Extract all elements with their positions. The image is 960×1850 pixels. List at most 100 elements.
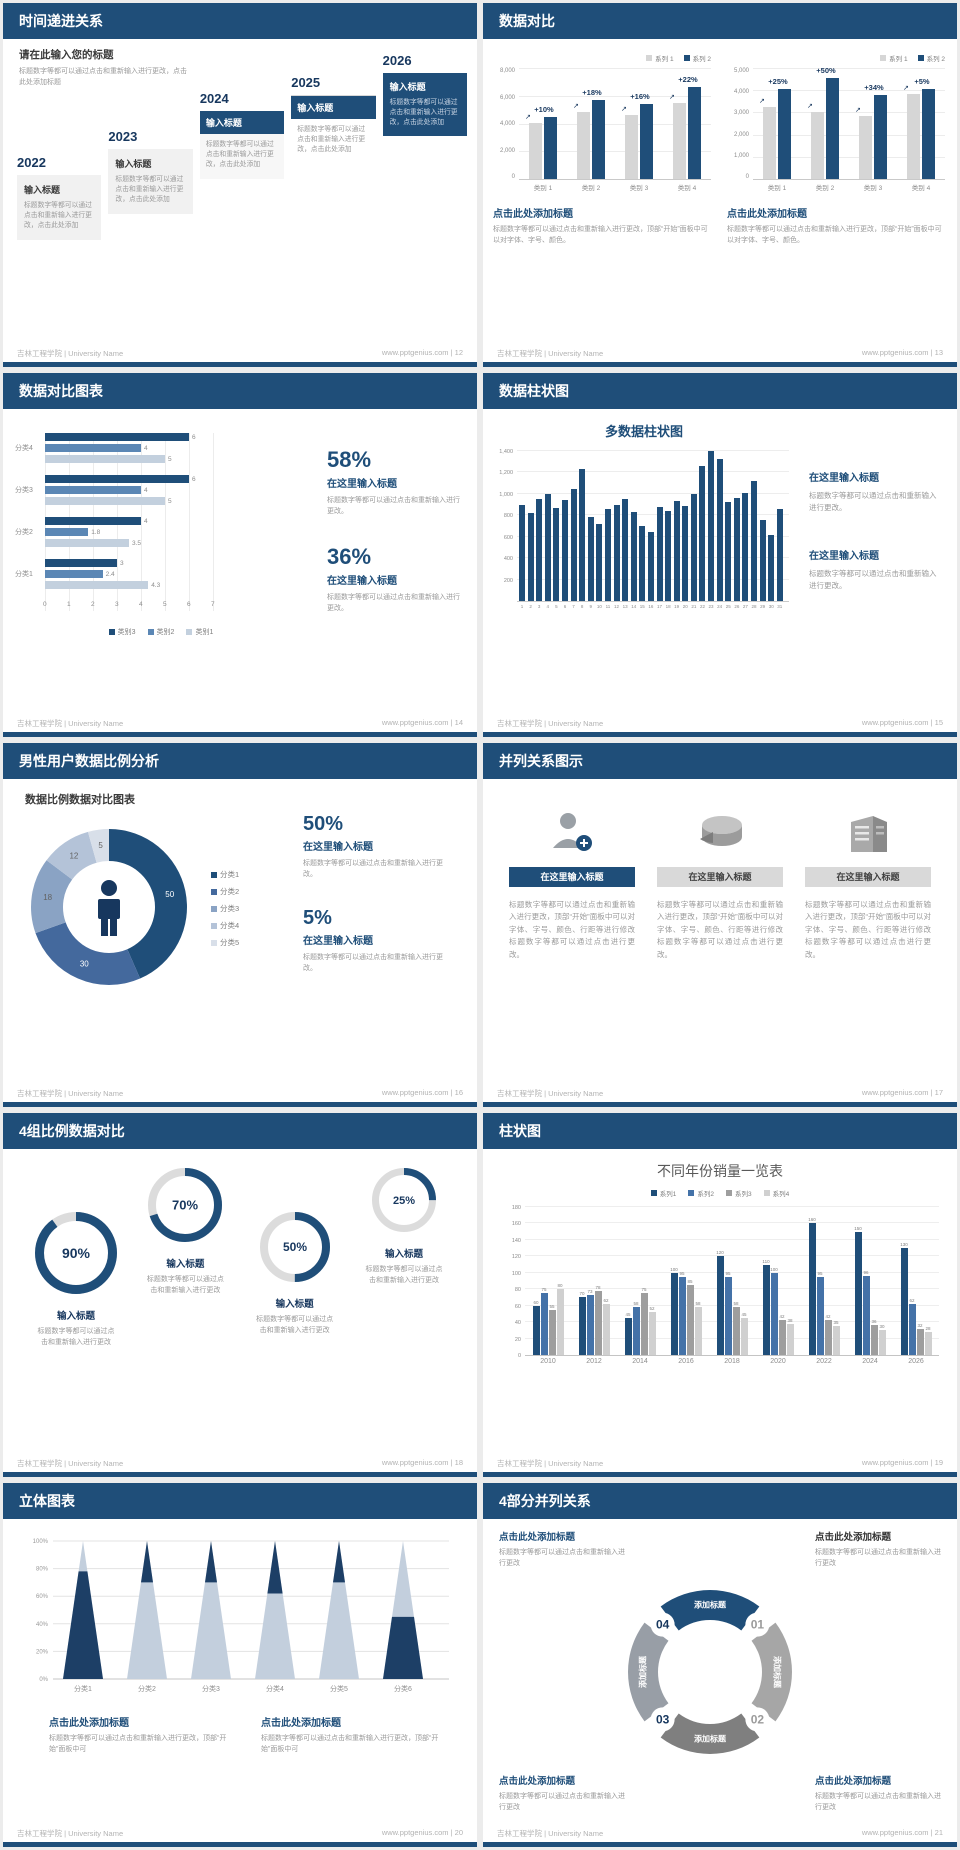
chart-legend: 系列 1 系列 2	[493, 53, 711, 63]
value-label: 42	[779, 1314, 785, 1320]
percent-label: +5%	[914, 77, 930, 87]
footer-separator: |	[448, 1458, 455, 1467]
ring-title: 输入标题	[56, 1311, 95, 1322]
hbar-chart: 分类4 6 4 5 分类3 6 4 5 分类2 4 1.8 3.5 分类1 3 2.4 4.3 0 1 2 3 4 5 6 7…	[15, 433, 307, 640]
parallel-columns: 在这里输入标题 标题数字等都可以通过点击和重新输入进行更改，顶部“开始”面板中可以…	[483, 779, 957, 961]
bar	[824, 1320, 832, 1355]
bar	[45, 539, 129, 547]
x-tick: 2024	[862, 1358, 878, 1365]
bar	[594, 1290, 602, 1355]
hbar-group: 分类2 4 1.8 3.5	[15, 517, 307, 547]
bar-line: 5	[45, 497, 307, 505]
block-body: 标题数字等都可以通过点击和重新输入进行更改。	[809, 569, 937, 590]
bar-line: 6	[45, 475, 307, 483]
legend-swatch	[726, 1190, 732, 1196]
plot-area: ↗ +10% ↗ +18% ↗ +16% ↗ +22%	[519, 68, 711, 180]
gridline	[525, 1255, 939, 1257]
bar	[630, 512, 637, 601]
bar	[577, 111, 590, 179]
bar	[740, 1318, 748, 1355]
value-label: 5	[168, 497, 172, 505]
y-tick: 2,000	[499, 147, 515, 154]
chart-legend: 类别3 类别2 类别1	[15, 627, 307, 637]
svg-text:添加标题: 添加标题	[694, 1734, 727, 1744]
timeline: 2022 输入标题 标题数字等都可以通过点击和重新输入进行更改，点击此处添加 2023…	[17, 39, 468, 240]
caption-body: 标题数字等都可以通过点击和重新输入进行更改，顶部“开始”面板中可以对字体、字号、…	[727, 226, 942, 244]
caption-block: 点击此处添加标题 标题数字等都可以通过点击和重新输入进行更改，顶部“开始”面板中可	[49, 1714, 233, 1756]
y-tick: 80	[514, 1287, 521, 1294]
cycle-arc	[660, 1713, 760, 1754]
x-tick: 28	[751, 604, 757, 609]
bar-group: 120 95 58 45	[716, 1208, 748, 1355]
timeline-item: 2022 输入标题 标题数字等都可以通过点击和重新输入进行更改，点击此处添加	[17, 155, 102, 240]
slide-14-comparison-bar-chart: 数据对比图表 分类4 6 4 5 分类3 6 4 5 分类2 4 1.8 3.5 分类1 3 2.4 4.3 0…	[3, 373, 477, 737]
bar	[724, 1276, 732, 1355]
block-body: 标题数字等都可以通过点击和重新输入进行更改	[815, 1549, 941, 1567]
cone-chart: 100% 80% 60% 40% 20% 0% 分类1 分类2 分类3 分类4 分类5 分类6	[3, 1519, 477, 1710]
stat-block: 58% 在这里输入标题 标题数字等都可以通过点击和重新输入进行更改。	[327, 447, 461, 518]
slide-body: 在这里输入标题 标题数字等都可以通过点击和重新输入进行更改，顶部“开始”面板中可以…	[483, 779, 957, 1086]
footer-university: 吉林工程学院 | University Name	[497, 349, 604, 358]
x-axis: 类别 1 类别 2 类别 3 类别 4	[519, 180, 711, 192]
x-axis: 1 2 3 4 5 6 7 8 9 10 11 12 13 14 15 16 17 18 19 20 21 22 23 24 2…	[517, 602, 789, 609]
value-label: 60	[533, 1299, 539, 1305]
y-tick: 180	[511, 1205, 521, 1211]
x-tick: 11	[605, 604, 611, 609]
slide-bottom-accent	[3, 1472, 477, 1477]
value-label: 80	[557, 1283, 563, 1289]
value-label: 42	[825, 1314, 831, 1320]
bar	[45, 517, 141, 525]
gridline	[517, 492, 789, 494]
chart-title: 多数据柱状图	[604, 424, 683, 439]
svg-text:添加标题: 添加标题	[694, 1600, 727, 1610]
bar	[613, 504, 620, 601]
column-header: 在这里输入标题	[805, 867, 931, 887]
bar	[870, 1325, 878, 1355]
hbar-group: 分类4 6 4 5	[15, 433, 307, 463]
progress-rings-row: 90% 输入标题 标题数字等都可以通过点击和重新输入进行更改 70% 输入标题 标题数字等…	[3, 1149, 477, 1349]
legend-swatch	[880, 55, 887, 61]
bar	[673, 501, 680, 601]
gridline	[519, 123, 711, 125]
donut-segment	[46, 831, 97, 880]
bar	[639, 526, 646, 601]
svg-text:80%: 80%	[36, 1567, 49, 1573]
slide-19-grouped-column-chart: 柱状图 不同年份销量一览表 系列1 系列2 系列3 系列4 180 160 140 120 1…	[483, 1113, 957, 1477]
bar	[732, 1307, 740, 1355]
x-tick: 2014	[632, 1358, 648, 1365]
footer-site-page: www.pptgenius.com | 17	[862, 1088, 943, 1099]
intro-title: 请在此输入您的标题	[19, 49, 114, 61]
bar-chart: 5,000 4,000 3,000 2,000 1,000 0 ↗ +25% ↗ +50% ↗ +34…	[727, 66, 945, 180]
legend-item: 系列 2	[683, 53, 711, 63]
footer-site: www.pptgenius.com	[381, 1828, 449, 1837]
y-tick: 5,000	[733, 68, 749, 74]
value-label: 28	[925, 1325, 931, 1331]
x-tick: 5	[163, 601, 167, 608]
bar-group: 110 100 42 38	[762, 1208, 794, 1355]
bar	[762, 1264, 770, 1355]
stat-body: 标题数字等都可以通过点击和重新输入进行更改。	[303, 953, 443, 972]
y-tick: 120	[511, 1254, 521, 1261]
progress-ring-cell: 70% 输入标题 标题数字等都可以通过点击和重新输入进行更改	[138, 1167, 232, 1349]
stat-title: 在这里输入标题	[327, 575, 397, 587]
slide-17-parallel-relationship: 并列关系图示 在这里输入标题 标题数字等都可以通过点击和重新输入进行更改，顶部“开…	[483, 743, 957, 1107]
bar	[862, 1276, 870, 1355]
bar	[45, 581, 149, 589]
legend-label: 分类1	[220, 870, 240, 879]
value-label: 58	[695, 1301, 701, 1307]
slide-title: 并列关系图示	[499, 753, 583, 769]
svg-text:分类5: 分类5	[330, 1684, 348, 1693]
timeline-item-title: 输入标题	[291, 96, 376, 119]
footer-site: www.pptgenius.com	[861, 1458, 929, 1467]
text-block: 在这里输入标题 标题数字等都可以通过点击和重新输入进行更改。	[809, 469, 943, 513]
gridline	[525, 1321, 939, 1323]
footer-site-page: www.pptgenius.com | 12	[382, 348, 463, 359]
x-tick: 1	[520, 604, 524, 609]
bar-group: 100 95 85 58	[670, 1208, 702, 1355]
intro-body: 标题数字等都可以通过点击和重新输入进行更改，点击此处添加标题	[19, 68, 187, 86]
bar	[686, 1285, 694, 1355]
column-chart: 1,400 1,200 1,000 800 600 400 200 1 2 3 4 5 6 7 8 9 10 11…	[491, 449, 797, 609]
gridline	[517, 471, 789, 473]
legend-item: 分类4	[211, 920, 239, 931]
stat-block: 36% 在这里输入标题 标题数字等都可以通过点击和重新输入进行更改。	[327, 544, 461, 615]
